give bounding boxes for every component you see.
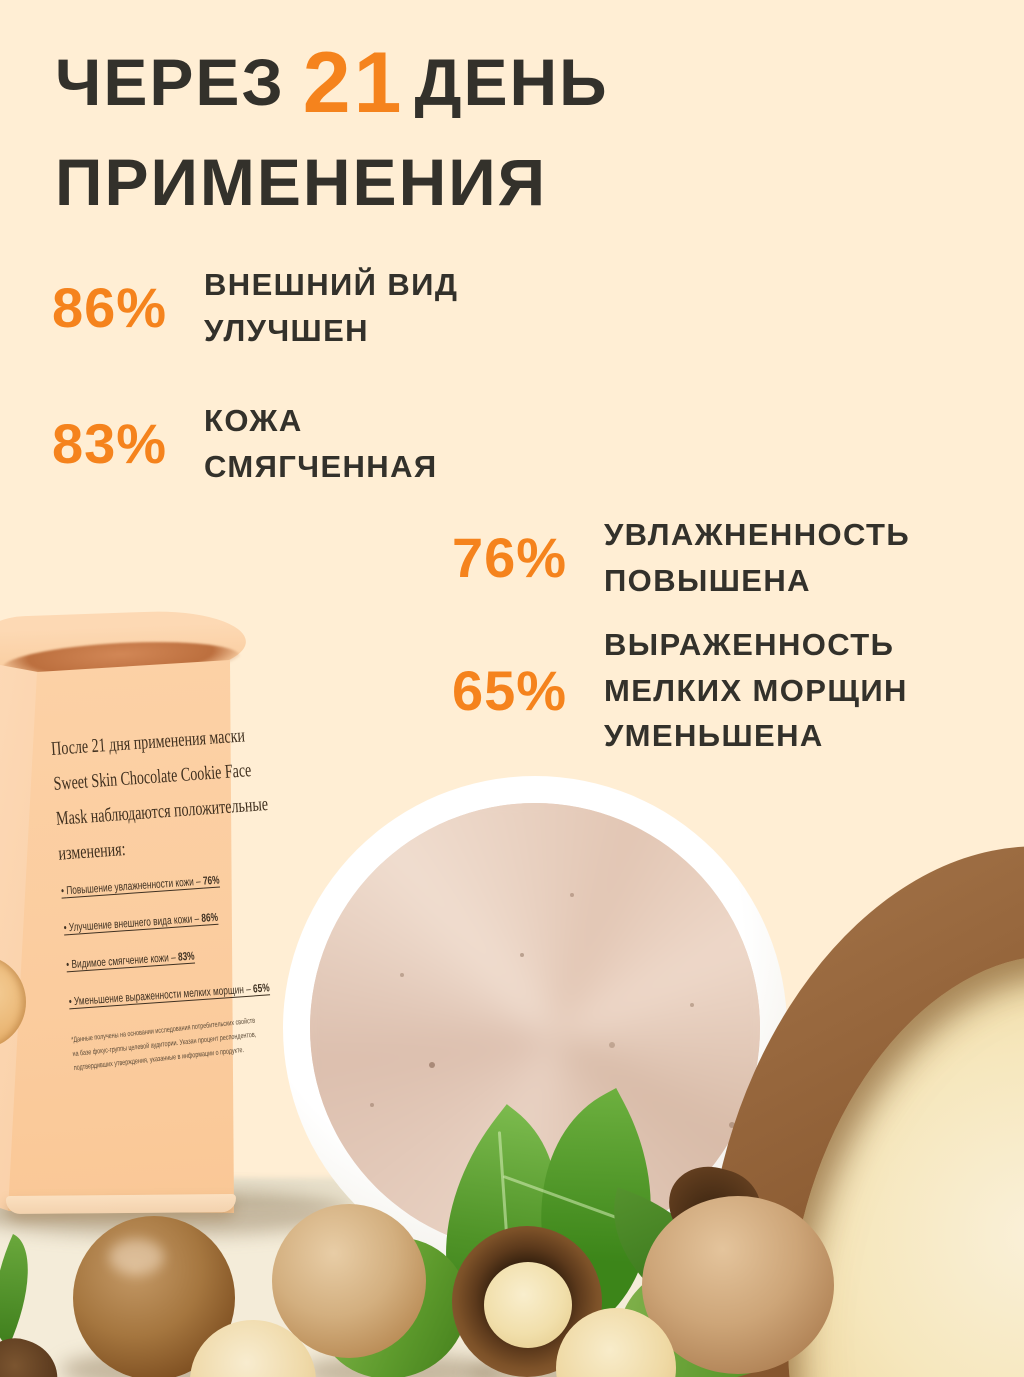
box-printed-text: После 21 дня применения маски Sweet Skin… [50, 717, 289, 1072]
macadamia-kernel-in-shell [484, 1262, 572, 1348]
title-word-before: ЧЕРЕЗ [55, 45, 285, 119]
stat-label: ВЫРАЖЕННОСТЬ МЕЛКИХ МОРЩИН УМЕНЬШЕНА [604, 622, 908, 759]
bullet-value: 83% [177, 950, 195, 964]
stat-label-line: УВЛАЖНЕННОСТЬ [604, 517, 911, 552]
title-number-21: 21 [302, 35, 405, 131]
stat-label: УВЛАЖНЕННОСТЬ ПОВЫШЕНА [604, 512, 910, 603]
page-title: ЧЕРЕЗ 21 ДЕНЬ ПРИМЕНЕНИЯ [55, 28, 609, 220]
stat-label-line: МЕЛКИХ МОРЩИН [604, 672, 908, 708]
macadamia-cracked-shell [452, 1226, 602, 1377]
stat-value: 86% [52, 276, 168, 340]
stat-label-line: ПОВЫШЕНА [604, 562, 811, 598]
product-box: После 21 дня применения маски Sweet Skin… [0, 608, 345, 1235]
box-front-panel [8, 660, 234, 1213]
box-bullet: Уменьшение выраженности мелких морщин – … [68, 981, 284, 1009]
stat-value: 65% [452, 658, 568, 722]
box-bullet: Повышение увлажненности кожи – 76% [61, 871, 277, 899]
box-bullet: Видимое смягчение кожи – 83% [66, 944, 282, 972]
stat-label: ВНЕШНИЙ ВИД УЛУЧШЕН [204, 262, 458, 353]
stat-label: КОЖА СМЯГЧЕННАЯ [204, 398, 438, 489]
bullet-text: Улучшение внешнего вида кожи – [68, 912, 202, 935]
bullet-value: 76% [202, 874, 220, 888]
bullet-value: 86% [201, 911, 219, 925]
stat-softness: 83% КОЖА СМЯГЧЕННАЯ [52, 398, 438, 489]
box-base-edge [5, 1193, 237, 1215]
stat-label-line: ВНЕШНИЙ ВИД [204, 267, 459, 302]
stat-hydration: 76% УВЛАЖНЕННОСТЬ ПОВЫШЕНА [452, 512, 910, 603]
stat-label-line: УЛУЧШЕН [204, 312, 369, 348]
title-line-2: ПРИМЕНЕНИЯ [55, 144, 548, 219]
box-heading: После 21 дня применения маски Sweet Skin… [50, 717, 275, 872]
title-line-1: ЧЕРЕЗ 21 ДЕНЬ [55, 28, 609, 140]
stat-wrinkles: 65% ВЫРАЖЕННОСТЬ МЕЛКИХ МОРЩИН УМЕНЬШЕНА [452, 622, 908, 759]
stat-label-line: СМЯГЧЕННАЯ [204, 448, 438, 484]
bullet-value: 65% [252, 982, 271, 996]
bullet-text: Уменьшение выраженности мелких морщин – [73, 983, 254, 1008]
stat-appearance: 86% ВНЕШНИЙ ВИД УЛУЧШЕН [52, 262, 458, 353]
stat-label-line: УМЕНЬШЕНА [604, 718, 824, 754]
box-bullet-list: Повышение увлажненности кожи – 76% Улучш… [61, 871, 285, 1010]
stat-label-line: КОЖА [204, 403, 303, 438]
stat-value: 76% [452, 526, 568, 590]
box-bullet: Улучшение внешнего вида кожи – 86% [63, 907, 279, 935]
bullet-text: Видимое смягчение кожи – [71, 951, 179, 972]
stat-value: 83% [52, 412, 168, 476]
bullet-text: Повышение увлажненности кожи – [65, 875, 204, 898]
title-word-after: ДЕНЬ [414, 45, 609, 119]
stat-label-line: ВЫРАЖЕННОСТЬ [604, 627, 895, 662]
macadamia-nut-in-husk [642, 1196, 834, 1374]
macadamia-nut-in-husk [272, 1204, 426, 1358]
